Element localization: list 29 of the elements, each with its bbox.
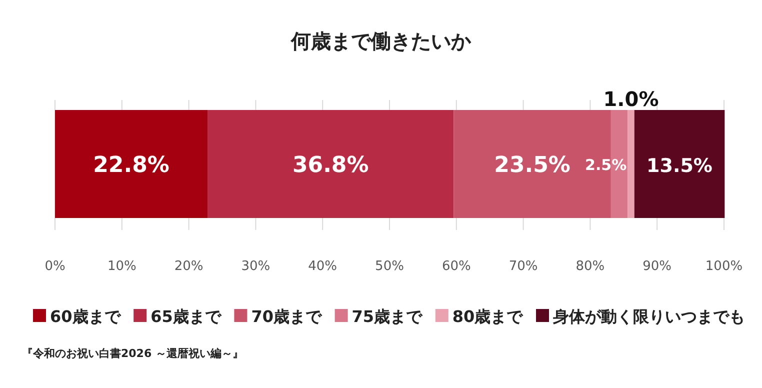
x-tick-label: 40% xyxy=(308,259,338,274)
legend-label: 身体が動く限りいつまでも xyxy=(552,307,745,326)
data-label: 1.0% xyxy=(603,87,659,111)
bar xyxy=(208,110,454,218)
legend-label: 75歳まで xyxy=(352,307,424,326)
data-label: 2.5% xyxy=(585,156,627,174)
legend-label: 60歳まで xyxy=(50,307,122,326)
data-label: 23.5% xyxy=(494,153,570,178)
bar xyxy=(55,110,208,218)
x-tick-label: 10% xyxy=(107,259,136,274)
data-label: 13.5% xyxy=(646,155,712,177)
data-label: 36.8% xyxy=(292,153,369,178)
chart-title: 何歳まで働きたいか xyxy=(290,29,472,53)
x-tick-label: 0% xyxy=(44,259,66,274)
x-tick-label: 50% xyxy=(375,259,404,274)
x-tick-label: 80% xyxy=(576,259,605,274)
x-tick-label: 60% xyxy=(442,259,471,274)
legend-label: 80歳まで xyxy=(452,307,524,326)
x-tick-label: 100% xyxy=(705,259,743,274)
x-tick-label: 90% xyxy=(642,259,672,274)
x-tick-label: 30% xyxy=(241,259,270,274)
data-label: 22.8% xyxy=(93,153,170,178)
text: 『令和のお祝い白書2026 ～還暦祝い編～』 xyxy=(22,347,244,360)
x-tick-label: 70% xyxy=(508,259,538,274)
bar xyxy=(634,110,725,218)
bar xyxy=(628,110,634,218)
legend-label: 70歳まで xyxy=(251,307,322,326)
legend-label: 65歳まで xyxy=(150,307,222,326)
x-tick-label: 20% xyxy=(174,259,204,274)
